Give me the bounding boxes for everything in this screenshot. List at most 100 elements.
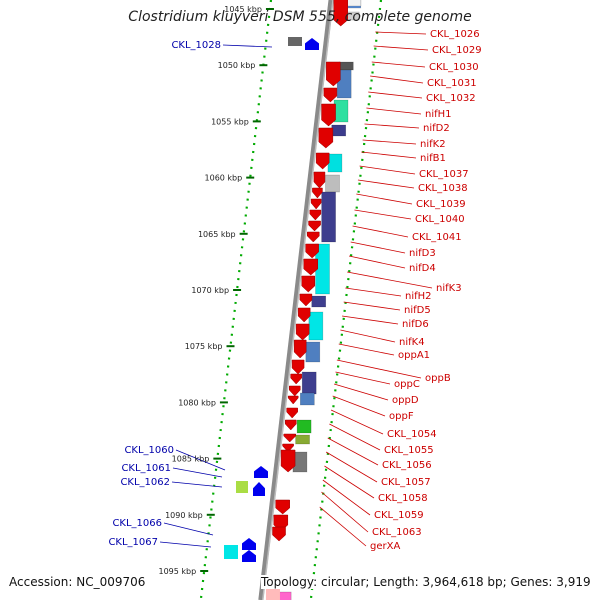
gene-label-ckl-1054: CKL_1054 [387,429,437,440]
gene-label-nifd5: nifD5 [404,305,431,316]
forward-gene-arrow [280,449,296,473]
gene-label-ckl-1026: CKL_1026 [430,29,480,40]
gene-label-oppd: oppD [392,395,419,406]
kbp-tick-label: 1045 kbp [224,5,262,14]
accession-text: Accession: NC_009706 [9,575,146,589]
left-label-leader [163,522,214,536]
gene-feature-block [331,124,347,137]
gene-label-ckl-1039: CKL_1039 [416,199,466,210]
forward-gene-arrow [313,171,326,189]
gene-feature-block [300,392,315,406]
gene-feature-block [295,434,310,445]
gene-label-nifd3: nifD3 [409,248,436,259]
forward-gene-arrow [289,385,301,397]
gene-label-oppc: oppC [394,379,420,390]
right-label-leader [362,139,417,145]
gene-label-ckl-1067: CKL_1067 [108,537,158,548]
right-label-leader [350,241,406,254]
right-label-leader [322,479,371,516]
right-label-leader [361,151,417,159]
right-label-leader [319,506,367,547]
right-label-leader [347,271,433,289]
right-label-leader [329,423,381,451]
gene-label-gerxa: gerXA [370,541,400,552]
gene-label-nifk2: nifK2 [420,139,446,150]
gene-label-ckl-1029: CKL_1029 [432,45,482,56]
gene-label-ckl-1040: CKL_1040 [415,214,465,225]
gene-feature-block [338,61,354,71]
right-label-leader [325,451,378,483]
gene-feature-block [265,588,280,600]
forward-gene-arrow [287,395,299,405]
left-label-leader [222,44,273,48]
forward-gene-arrow [286,407,298,419]
forward-gene-arrow [285,419,297,431]
reverse-gene-arrow [242,550,256,562]
gene-label-oppb: oppB [425,373,451,384]
gene-label-nifd2: nifD2 [423,123,450,134]
right-label-leader [343,301,401,311]
left-label-leader [171,481,223,488]
right-label-leader [340,329,396,343]
right-label-leader [366,107,422,115]
gene-label-ckl-1066: CKL_1066 [112,518,162,529]
gene-feature-block [346,0,362,7]
gene-feature-block [325,174,340,193]
right-label-leader [371,61,426,68]
right-label-leader [375,31,427,35]
gene-label-ckl-1058: CKL_1058 [378,493,428,504]
genome-backbone [258,0,334,600]
right-label-leader [336,359,422,379]
forward-gene-arrow [305,243,319,259]
kbp-tick-label: 1095 kbp [158,567,196,576]
right-label-leader [332,395,386,417]
forward-gene-arrow [295,323,310,341]
left-label-leader [175,449,226,471]
forward-gene-arrow [297,307,311,323]
forward-gene-arrow [323,87,338,103]
right-label-leader [356,193,413,205]
gene-label-nifd4: nifD4 [409,263,436,274]
gene-label-nifk4: nifK4 [399,337,425,348]
genome-backbone-highlight [262,0,334,600]
genome-title: Clostridium kluyveri DSM 555, complete g… [128,9,472,25]
forward-gene-arrow [333,0,348,27]
right-label-leader [348,255,406,269]
gene-feature-block [224,545,238,559]
forward-gene-arrow [315,152,330,170]
forward-gene-arrow [307,231,320,243]
right-label-leader [335,371,391,385]
right-label-leader [364,123,420,129]
gene-label-ckl-1030: CKL_1030 [429,62,479,73]
forward-gene-arrow [310,198,322,210]
forward-gene-arrow [312,187,323,199]
forward-gene-arrow [283,433,297,443]
right-label-leader [373,45,429,51]
right-label-leader [330,409,384,435]
forward-gene-arrow [326,61,341,87]
gene-feature-block [305,341,321,363]
gene-label-oppf: oppF [389,411,414,422]
gene-feature-block [288,37,302,46]
kbp-tick-label: 1070 kbp [191,286,229,295]
kbp-tick-label: 1090 kbp [165,511,203,520]
gene-feature-block [301,371,317,395]
gene-feature-block [296,419,312,434]
forward-gene-arrow [301,275,316,293]
gene-label-ckl-1041: CKL_1041 [412,232,462,243]
gene-label-nifk3: nifK3 [436,283,462,294]
forward-gene-arrow [291,359,305,375]
reverse-gene-arrow [254,466,268,478]
right-label-leader [345,287,402,297]
right-label-leader [354,209,412,220]
gene-feature-block [236,481,248,493]
gene-label-ckl-1062: CKL_1062 [120,477,170,488]
forward-gene-arrow [275,499,290,515]
genome-stats-text: Topology: circular; Length: 3,964,618 bp… [261,575,591,589]
gene-label-nifd6: nifD6 [402,319,429,330]
left-dotted-track [199,0,273,600]
gene-label-ckl-1038: CKL_1038 [418,183,468,194]
kbp-tick-label: 1060 kbp [205,174,243,183]
